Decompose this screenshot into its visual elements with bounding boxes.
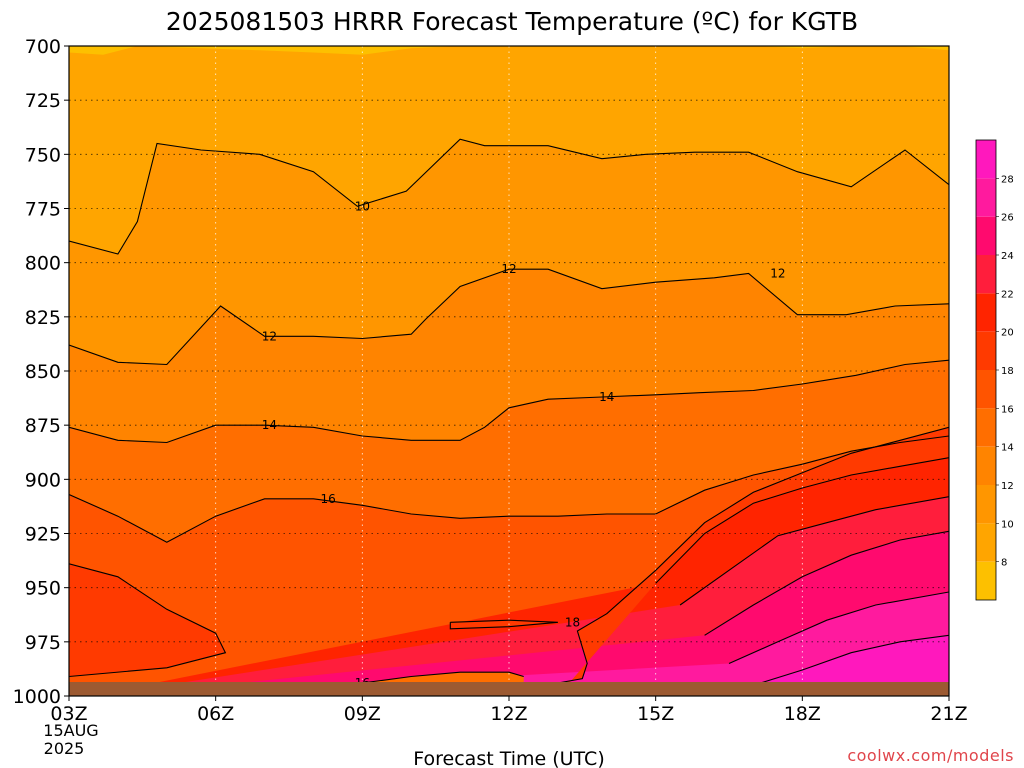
contour-label: 14 [262,418,277,432]
colorbar-label: 20 [1001,328,1014,339]
colorbar-swatch [976,140,996,179]
band-8-10 [69,46,949,254]
y-tick-label: 925 [25,524,61,546]
colorbar-label: 24 [1001,251,1014,262]
pressure-axis: 700 725 750 775 800 825 850 875 900 925 950 975 1000 [13,36,69,708]
colorbar-label: 12 [1001,481,1014,492]
surface-ground-band [69,682,949,696]
contour-line [69,359,949,444]
isotherm-contours: 101212121414161816 [69,138,949,691]
contour-line [449,619,558,630]
band-18-20 [557,427,949,696]
colorbar-swatch [976,216,996,255]
y-tick-label: 800 [25,253,61,275]
grid-lines [69,46,949,696]
y-tick-label: 1000 [13,686,61,708]
chart-title: 2025081503 HRRR Forecast Temperature (ºC… [166,7,858,36]
contour-label: 14 [599,390,614,404]
colorbar-swatch [976,408,996,447]
contour-label: 18 [565,615,580,629]
contour-line [69,138,949,255]
colorbar-swatch [976,331,996,370]
contour-line [69,268,949,366]
colorbar-label: 10 [1001,519,1014,530]
colorbar-label: 8 [1001,558,1007,569]
colorbar-label: 18 [1001,366,1014,377]
warm-pocket-left [69,563,226,677]
contour-label: 12 [262,329,277,343]
y-tick-label: 775 [25,199,61,221]
contour-line [753,634,949,686]
colorbar-swatch [976,485,996,524]
colorbar-swatch [976,523,996,562]
colorbar-legend: 8 10 12 14 16 18 20 22 24 26 28 [975,139,1014,601]
contour-line [655,457,949,584]
band-24-26 [112,531,949,696]
colorbar-swatch [976,370,996,409]
colorbar-swatch [976,178,996,217]
temperature-fill-layers [69,46,949,696]
y-tick-label: 900 [25,469,61,491]
y-tick-label: 850 [25,361,61,383]
contour-label: 12 [501,262,516,276]
colorbar-label: 26 [1001,213,1014,224]
y-tick-label: 875 [25,415,61,437]
contour-line [679,496,949,606]
contour-label: 12 [770,267,785,281]
colorbar-swatch [976,561,996,600]
y-tick-label: 825 [25,307,61,329]
x-axis-date-year: 2025 [44,739,85,758]
warm-pocket-thin [450,620,558,629]
colorbar-swatch [976,255,996,294]
contour-line [69,563,227,678]
contour-line [704,530,949,636]
x-tick-label: 03Z [50,703,87,725]
x-tick-label: 21Z [930,703,967,725]
x-tick-label: 18Z [784,703,821,725]
y-tick-label: 725 [25,90,61,112]
colorbar-label: 22 [1001,289,1014,300]
contour-line [69,435,949,543]
contour-label: 16 [320,492,335,506]
contour-line [557,426,949,684]
time-axis: 03Z 06Z 09Z 12Z 15Z 18Z 21Z [50,696,968,725]
contour-label: 10 [355,199,370,213]
x-tick-label: 12Z [490,703,527,725]
x-tick-label: 06Z [197,703,234,725]
contour-line [728,591,949,665]
y-tick-label: 700 [25,36,61,58]
colorbar-label: 14 [1001,443,1014,454]
colorbar-label: 16 [1001,404,1014,415]
x-axis-title: Forecast Time (UTC) [413,748,604,768]
band-28-30 [282,635,949,696]
credit-link[interactable]: coolwx.com/models [847,746,1014,765]
y-tick-label: 975 [25,632,61,654]
band-below-8 [69,46,949,55]
colorbar-label: 28 [1001,174,1014,185]
y-tick-label: 950 [25,578,61,600]
colorbar-swatch [976,293,996,332]
colorbar-swatch [976,446,996,485]
x-tick-label: 15Z [637,703,674,725]
plot-area: 101212121414161816 [69,46,949,696]
band-26-28 [152,592,949,696]
x-tick-label: 09Z [344,703,381,725]
x-axis-date-day: 15AUG [43,721,98,740]
y-tick-label: 750 [25,144,61,166]
